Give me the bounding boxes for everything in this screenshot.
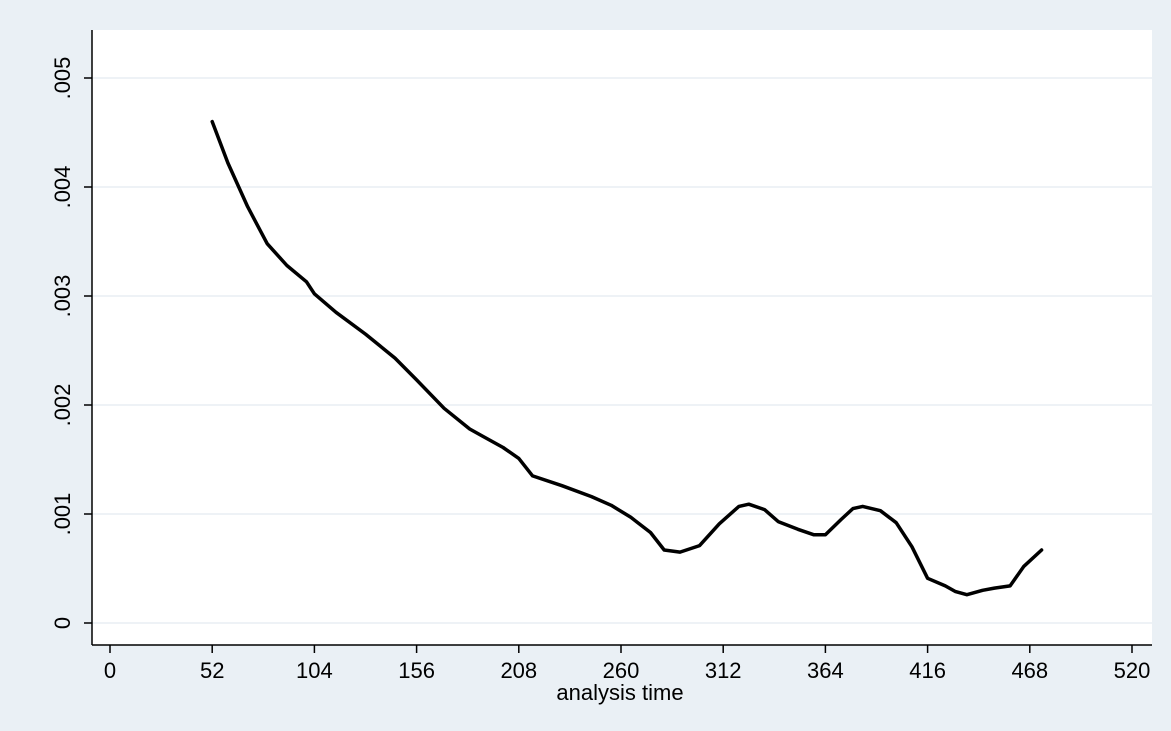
x-tick-label-4: 208 bbox=[500, 658, 537, 683]
gridlines bbox=[92, 77, 1152, 624]
y-tick-label-3: .003 bbox=[50, 275, 75, 318]
x-tick-label-3: 156 bbox=[398, 658, 435, 683]
x-axis-ticks: 0 52 104 156 208 260 312 364 416 468 520 bbox=[104, 645, 1150, 683]
x-tick-label-6: 312 bbox=[705, 658, 742, 683]
x-tick-label-10: 520 bbox=[1114, 658, 1151, 683]
plot-background bbox=[92, 30, 1152, 645]
x-tick-label-9: 468 bbox=[1011, 658, 1048, 683]
axes bbox=[91, 30, 1152, 646]
y-axis-ticks: 0 .001 .002 .003 .004 .005 bbox=[50, 57, 92, 629]
y-tick-label-0: 0 bbox=[50, 617, 75, 629]
x-tick-label-1: 52 bbox=[200, 658, 224, 683]
x-tick-label-5: 260 bbox=[603, 658, 640, 683]
y-tick-label-1: .001 bbox=[50, 493, 75, 536]
series-layer bbox=[210, 119, 1044, 597]
x-tick-label-7: 364 bbox=[807, 658, 844, 683]
x-axis-title: analysis time bbox=[556, 680, 683, 705]
series-line-0 bbox=[210, 119, 1044, 597]
x-tick-label-0: 0 bbox=[104, 658, 116, 683]
y-tick-label-4: .004 bbox=[50, 166, 75, 209]
y-tick-label-5: .005 bbox=[50, 57, 75, 100]
y-tick-label-2: .002 bbox=[50, 384, 75, 427]
x-tick-label-8: 416 bbox=[909, 658, 946, 683]
x-tick-label-2: 104 bbox=[296, 658, 333, 683]
